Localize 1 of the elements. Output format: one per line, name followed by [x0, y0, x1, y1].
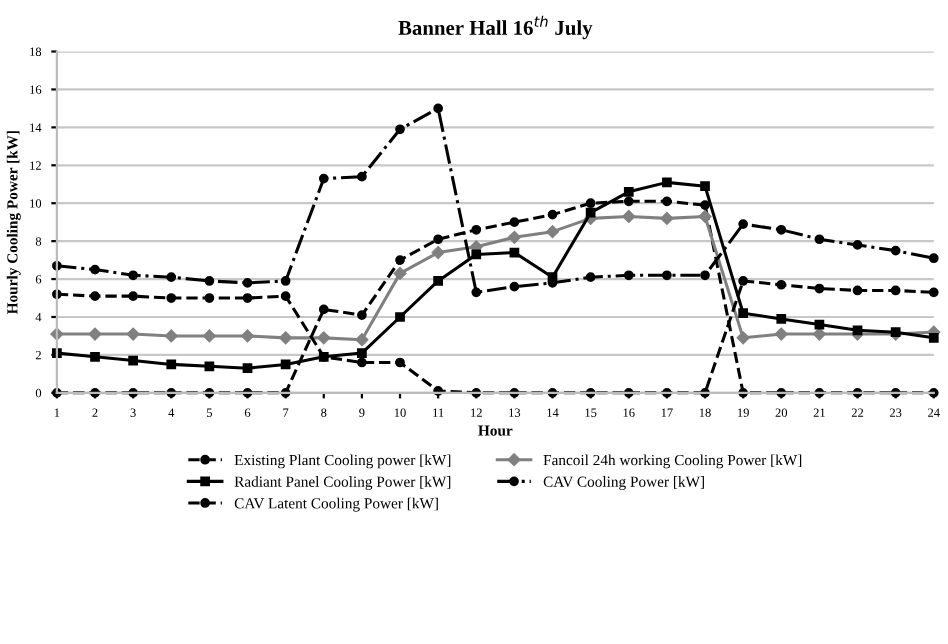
chart-title: Banner Hall 16$^{th}$ July: [398, 15, 593, 40]
